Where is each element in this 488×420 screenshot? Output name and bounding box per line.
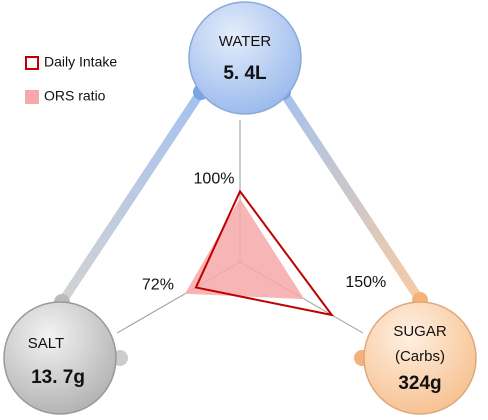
axis-label: WATER	[219, 33, 272, 50]
axis-amount: 5. 4L	[223, 63, 267, 84]
plot: 100% 150% 72%	[142, 171, 386, 317]
outline	[194, 189, 335, 317]
legend: ORS ratio Daily Intake	[25, 54, 117, 104]
nodes: WATER 5. 4L SUGAR (Carbs) 324g SALT 13. …	[3, 1, 477, 415]
legend-swatch	[25, 90, 39, 104]
value-label: 72%	[142, 277, 174, 294]
axis-amount: 324g	[398, 373, 441, 394]
axis-label: SUGAR	[393, 323, 447, 340]
legend-label: ORS ratio	[44, 88, 106, 104]
axis-sublabel: (Carbs)	[395, 348, 445, 365]
axis-amount: 13. 7g	[31, 367, 85, 388]
value-label: 150%	[345, 274, 386, 291]
area	[184, 198, 305, 300]
value-label: 100%	[194, 171, 235, 188]
axis-label: SALT	[28, 335, 64, 352]
legend-label: Daily Intake	[44, 54, 117, 70]
legend-swatch	[25, 56, 39, 70]
